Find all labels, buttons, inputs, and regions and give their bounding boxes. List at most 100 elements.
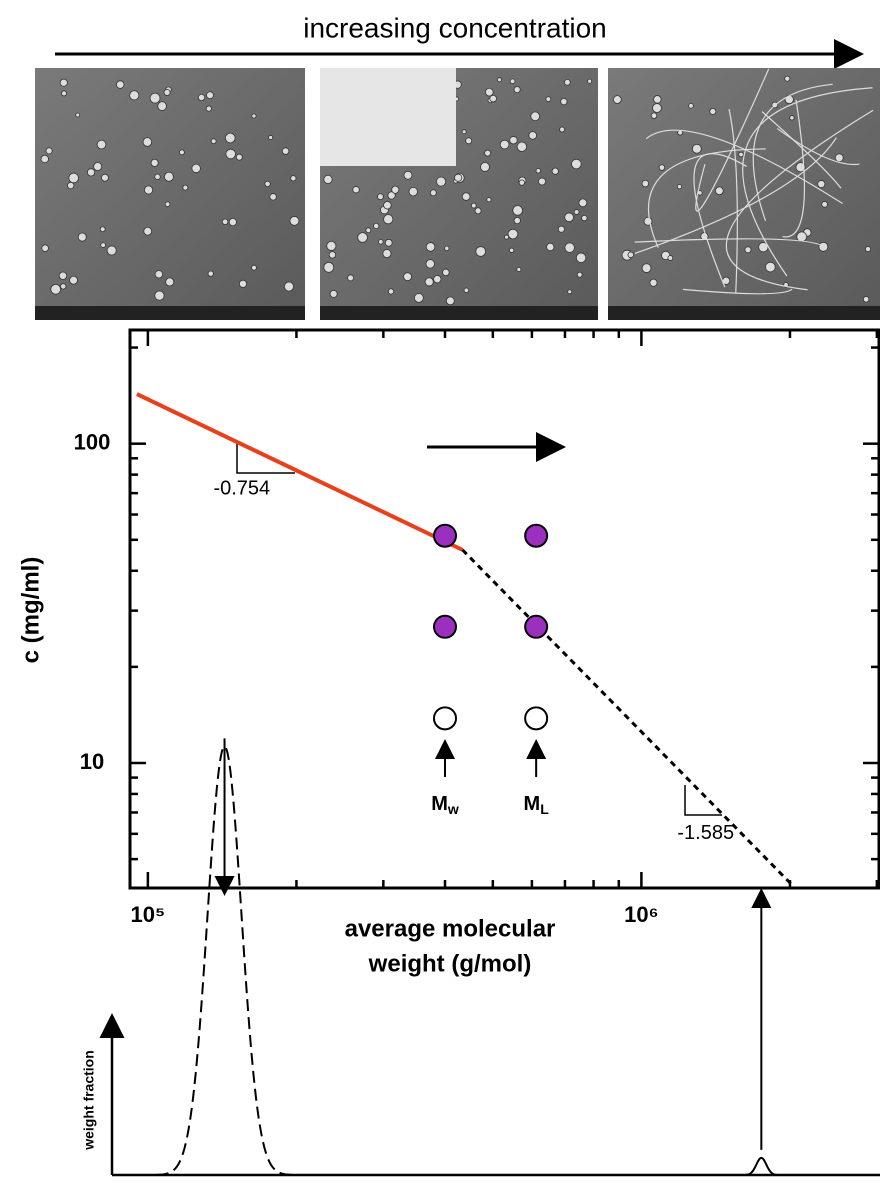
sem-particle	[499, 139, 510, 150]
plot-frame	[128, 328, 880, 890]
sem-particle	[489, 94, 497, 103]
sem-particle	[796, 231, 808, 243]
sem-particle	[191, 163, 201, 174]
sem-particle	[197, 93, 206, 102]
sem-particle	[116, 80, 125, 89]
sem-fiber	[728, 108, 738, 293]
fit-line	[136, 392, 464, 552]
sem-particle	[96, 139, 107, 150]
sem-scalebar	[35, 306, 305, 320]
sem-particle	[576, 271, 583, 278]
sem-particle	[709, 107, 717, 115]
sem-particle	[69, 275, 78, 285]
sem-particle	[179, 149, 185, 156]
sem-fiber	[648, 148, 766, 248]
sem-particle	[864, 246, 872, 253]
sem-particle	[564, 79, 571, 86]
sem-particle	[486, 197, 492, 203]
sem-particle	[93, 162, 103, 172]
sem-particle	[164, 171, 174, 182]
sem-particle	[403, 272, 412, 282]
sem-particle	[551, 167, 559, 175]
sem-particle	[641, 179, 650, 188]
sem-particle	[269, 193, 277, 201]
sem-particle	[817, 180, 826, 189]
sem-particle	[649, 278, 658, 287]
sem-particle	[328, 251, 337, 259]
sem-fiber	[761, 111, 842, 189]
sem-particle	[507, 228, 519, 240]
sem-particle	[516, 267, 522, 272]
sem-particle	[45, 147, 53, 155]
sem-particle	[641, 263, 652, 273]
sem-particle	[387, 288, 395, 295]
sem-particle	[784, 94, 794, 105]
sem-particle	[221, 218, 229, 226]
sem-particle	[465, 137, 473, 145]
sem-particle	[149, 92, 161, 104]
sem-particle	[575, 252, 587, 263]
sem-particle	[518, 179, 526, 186]
data-point	[524, 614, 549, 639]
sem-particle	[157, 101, 167, 111]
sem-particle	[461, 129, 467, 135]
sem-particle	[587, 78, 593, 84]
sem-particle	[251, 264, 257, 271]
dist-y-title: weight fraction	[81, 1050, 97, 1151]
sem-particle	[165, 277, 175, 287]
sem-particle	[564, 212, 574, 223]
sem-fiber	[782, 99, 806, 238]
sem-particle	[283, 281, 294, 292]
sem-particle	[100, 242, 106, 248]
sem-particle	[508, 247, 515, 253]
sem-particle	[154, 290, 165, 301]
sem-particle	[383, 214, 394, 225]
sem-particle	[559, 126, 566, 133]
sem-particle	[688, 103, 694, 109]
sem-particle	[106, 245, 117, 256]
sem-particle	[347, 274, 355, 282]
sem-particle	[795, 162, 806, 173]
sem-particle	[784, 75, 791, 82]
sem-particle	[329, 289, 338, 298]
sem-particle	[154, 173, 161, 181]
sem-particle	[425, 259, 435, 269]
sem-particle	[546, 242, 555, 252]
sem-particle	[77, 232, 87, 242]
sem-particle	[557, 225, 565, 233]
sem-particle	[142, 137, 153, 147]
sem-particle	[738, 151, 744, 158]
annotation-main: M	[524, 793, 541, 815]
sem-particle	[667, 255, 674, 261]
annotation-sub: w	[447, 801, 459, 817]
sem-particle	[512, 205, 523, 216]
sem-particle	[40, 154, 49, 164]
y-tick-label: 10	[80, 749, 104, 774]
sem-particle	[281, 147, 290, 155]
sem-particle	[210, 138, 217, 145]
distribution-peak	[156, 745, 293, 1176]
annotation: ML	[524, 793, 550, 816]
y-tick-label: 100	[74, 429, 111, 454]
sem-particle	[484, 87, 494, 97]
slope-label: -1.585	[677, 822, 734, 844]
annotation: Mw	[431, 793, 459, 816]
sem-particle	[475, 246, 486, 257]
sem-particle	[821, 201, 828, 208]
sem-images	[35, 68, 880, 320]
sem-particle	[365, 227, 372, 234]
sem-particle	[658, 164, 666, 171]
sem-particle	[206, 91, 214, 100]
sem-fiber	[776, 128, 860, 166]
x-tick-label: 10⁶	[624, 902, 659, 927]
sem-particle	[653, 95, 662, 104]
sem-particle	[75, 112, 81, 118]
sem-particle	[571, 158, 582, 170]
sem-fiber	[693, 153, 747, 288]
sem-particle	[414, 293, 424, 303]
data-point	[433, 614, 458, 639]
sem-particle	[326, 240, 337, 251]
y-axis-title: c (mg/ml)	[17, 557, 44, 664]
sem-particle	[50, 283, 62, 295]
data-point	[524, 523, 549, 548]
